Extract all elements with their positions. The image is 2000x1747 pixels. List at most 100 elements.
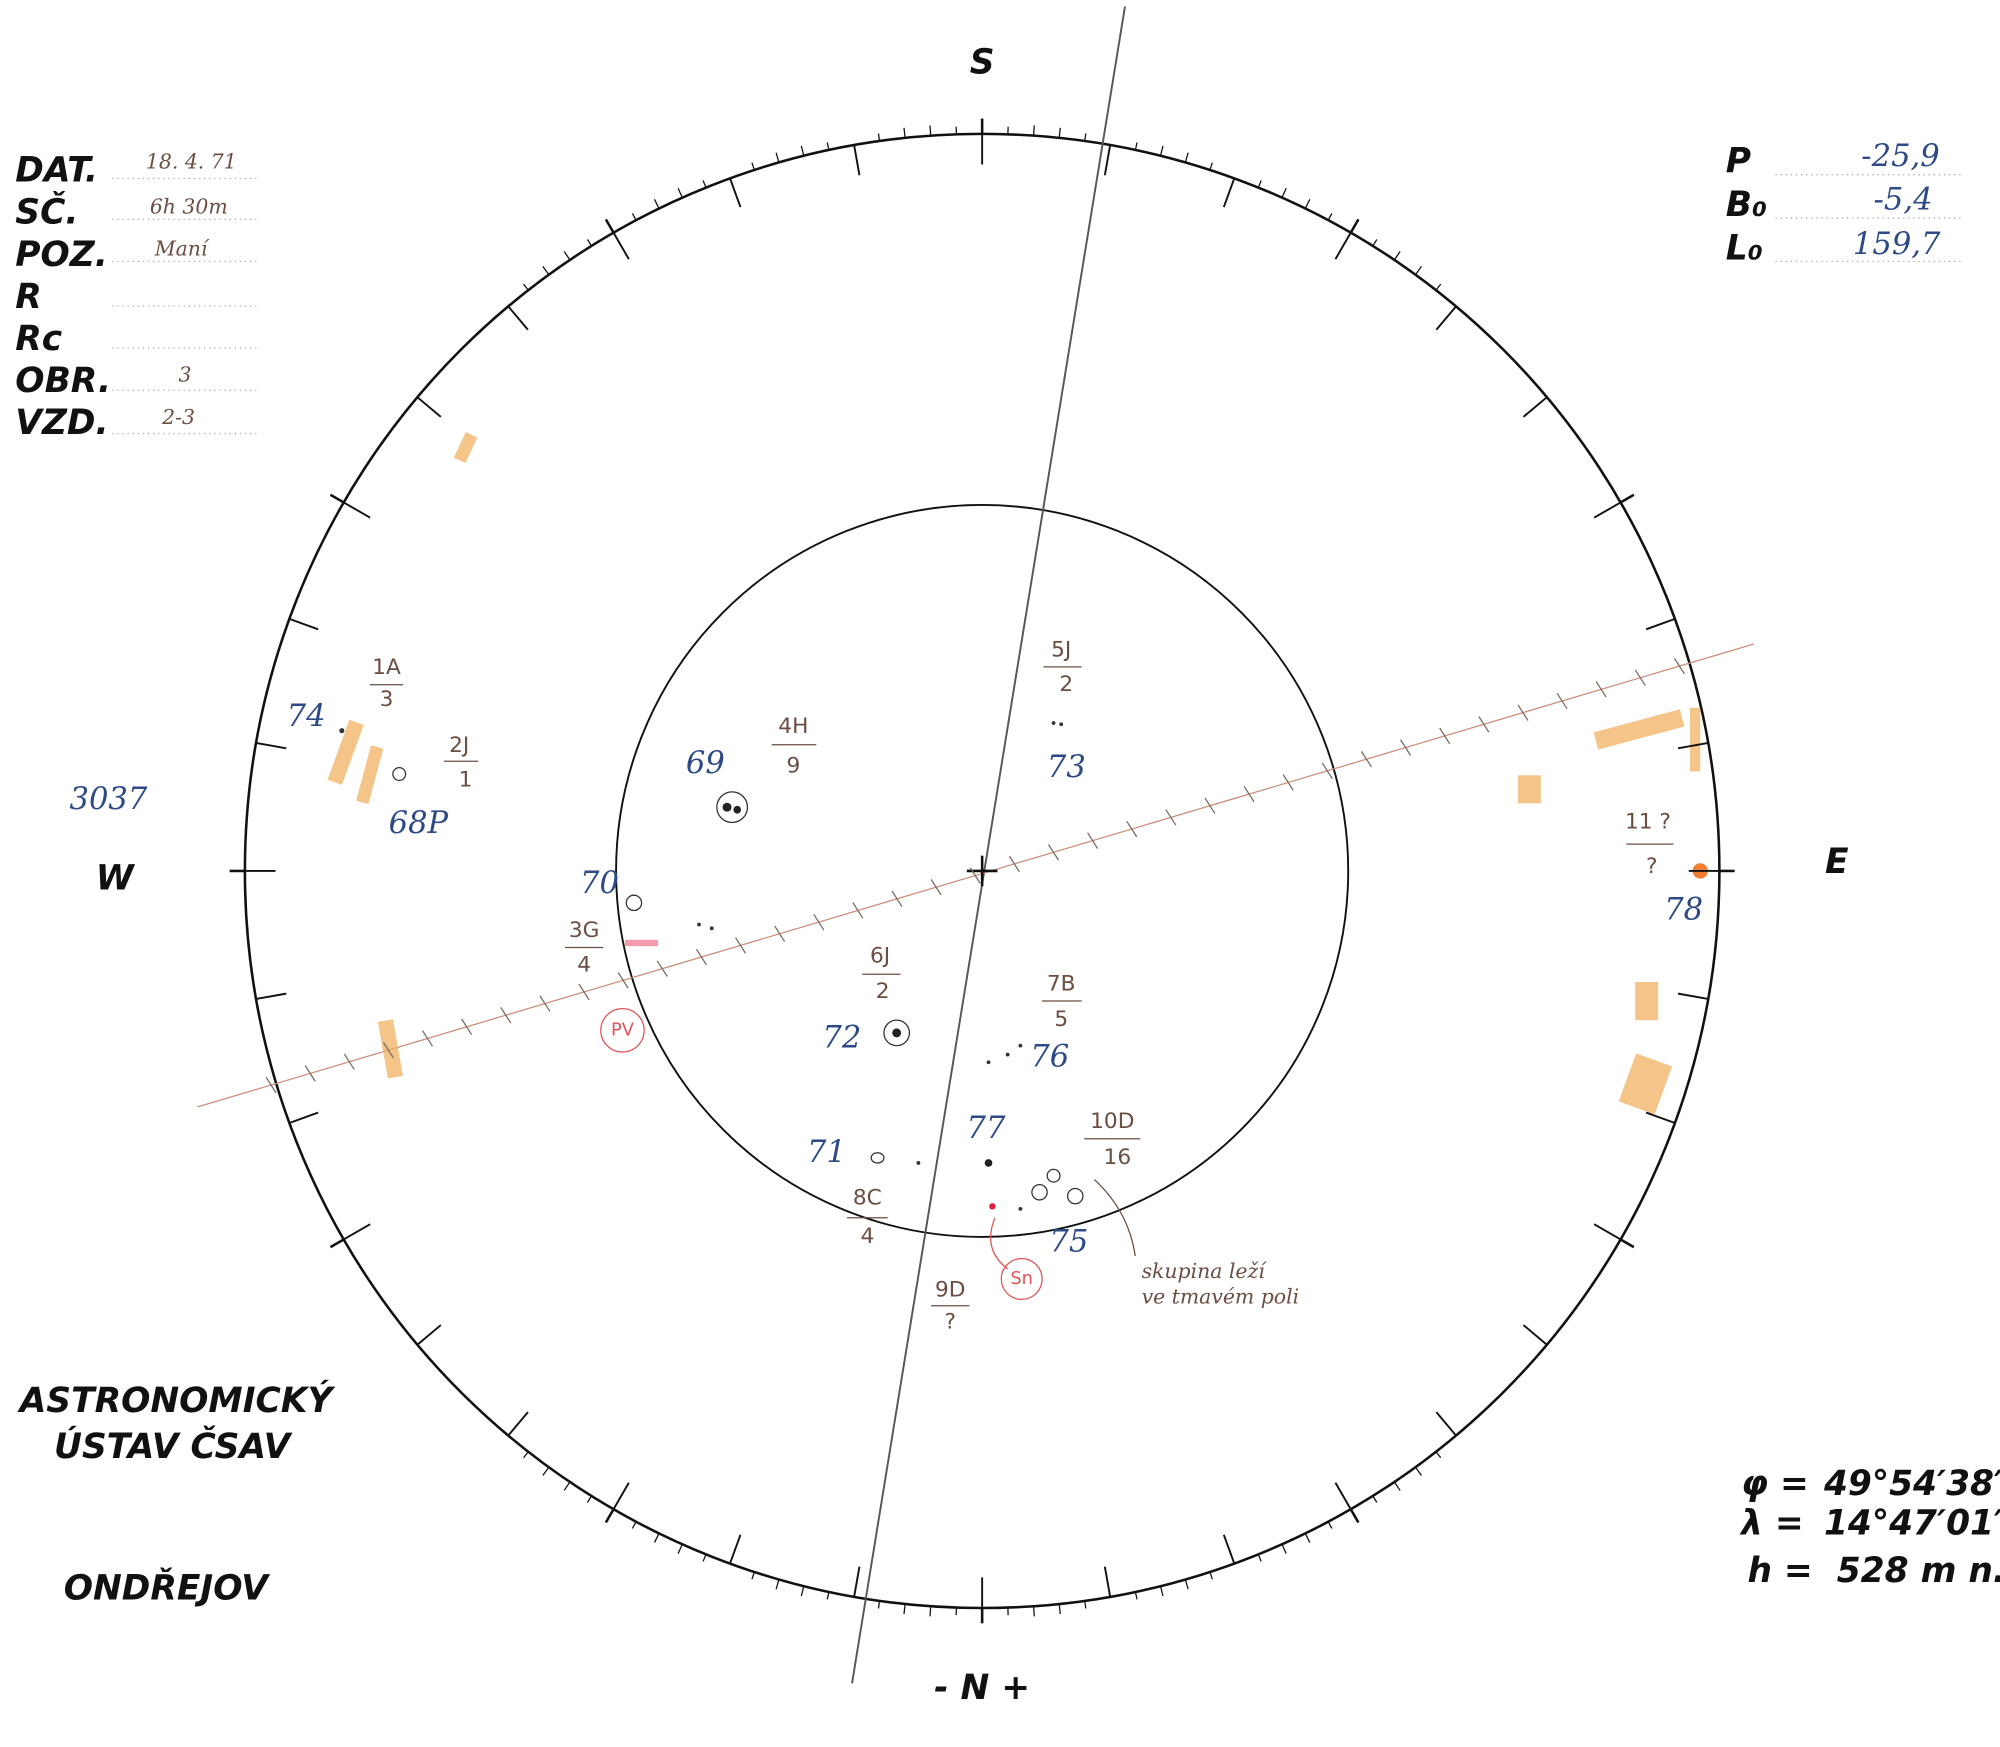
location-symbol: λ = (1739, 1504, 1804, 1544)
field-value: 18. 4. 71 (146, 150, 237, 174)
group-class: 9D (935, 1277, 965, 1302)
rotation-tick (1556, 692, 1568, 710)
group-count: 16 (1104, 1145, 1132, 1170)
rotation-tick (1478, 716, 1490, 733)
tick (612, 1482, 630, 1510)
tick (1222, 178, 1236, 208)
rotation-tick (617, 972, 629, 989)
sunspot-groups: 74 1A 3 68P 2J 1 69 4H 9 73 5J 2 70 3G 4… (287, 637, 1703, 1334)
tick (1435, 1411, 1457, 1437)
rotation-tick (265, 1076, 277, 1094)
tick (929, 125, 932, 136)
header-left: DAT. SČ. POZ. R Rc OBR. VZD. 18. 4. 71 6… (15, 150, 258, 443)
tick (604, 1508, 615, 1524)
tick (1103, 1566, 1112, 1597)
tick (1058, 127, 1061, 138)
field-value: -5,4 (1874, 182, 1933, 217)
facula (377, 1019, 403, 1079)
rotation-tick (1439, 727, 1451, 745)
field-value: 6h 30m (150, 194, 228, 218)
tick (1058, 1603, 1061, 1615)
rotation-tick (461, 1018, 473, 1036)
tick (1327, 213, 1333, 221)
group-count: 3 (380, 687, 394, 712)
tick (677, 188, 683, 198)
spot (1046, 1168, 1061, 1183)
facula (1593, 709, 1685, 750)
annotation: ve tmavém poli (1142, 1285, 1300, 1309)
rotation-tick (774, 925, 786, 942)
group-count: 1 (459, 767, 473, 792)
tick (1159, 145, 1164, 156)
group-number: 76 (1030, 1039, 1069, 1074)
meridian-line (851, 6, 1126, 1684)
group-number: 75 (1049, 1224, 1088, 1259)
field-label: Rc (15, 319, 62, 359)
tick (853, 144, 861, 176)
tick (1084, 133, 1087, 142)
annotation-arrow (990, 1217, 1009, 1270)
compass-label: E (1825, 842, 1849, 882)
tick (1435, 305, 1457, 331)
spot (1005, 1052, 1010, 1057)
tick (1103, 144, 1112, 176)
tick (1159, 1585, 1164, 1597)
group-number: 78 (1664, 893, 1703, 928)
spot (392, 767, 407, 782)
rotation-tick (1673, 657, 1685, 675)
tick (1393, 1481, 1401, 1491)
tick (1349, 1508, 1360, 1524)
group-number: 73 (1047, 750, 1086, 785)
tick (1281, 1544, 1287, 1554)
tick (1372, 1495, 1378, 1503)
tick (1593, 1223, 1622, 1241)
dotted-lines (112, 177, 258, 435)
location-value: 14°47′01″ (1824, 1504, 2000, 1544)
tick (1327, 1521, 1333, 1529)
limb-ticks (229, 118, 1735, 1624)
tick (1281, 188, 1287, 198)
field-label: SČ. (15, 192, 78, 233)
tick (1619, 1238, 1635, 1249)
spot (697, 922, 701, 927)
tick (702, 1554, 707, 1562)
field-value: Maní (154, 236, 210, 260)
group-class: 2J (449, 733, 469, 758)
group-number: 72 (822, 1020, 861, 1055)
tick (877, 1600, 881, 1609)
rotation-tick (1165, 809, 1177, 826)
institution: ONDŘEJOV (64, 1568, 271, 1609)
tick (329, 493, 345, 504)
tick (1677, 742, 1709, 750)
annotation: PV (611, 1019, 635, 1040)
tick (604, 218, 615, 234)
tick (542, 1466, 550, 1476)
rotation-tick (1400, 739, 1412, 756)
group-class: 7B (1047, 971, 1076, 996)
tick (1184, 1579, 1189, 1590)
tick (751, 162, 755, 171)
institution: ASTRONOMICKÝ (17, 1380, 336, 1421)
inner-circle (615, 504, 1350, 1238)
tick (1209, 1571, 1213, 1580)
tick (523, 1451, 529, 1459)
facula (356, 745, 384, 805)
tick (1257, 180, 1262, 188)
group-number: 69 (686, 746, 725, 781)
tick (507, 305, 529, 331)
tick (775, 1579, 780, 1590)
facula (453, 432, 478, 463)
rotation-tick (813, 913, 825, 931)
tick (586, 1495, 593, 1503)
tick (289, 1111, 319, 1124)
tick (1677, 992, 1709, 1000)
tick (586, 239, 593, 247)
tick (1414, 1466, 1422, 1476)
spot (339, 728, 345, 734)
tick (800, 145, 805, 156)
spot (1051, 721, 1056, 725)
facula (1618, 1053, 1673, 1115)
tick (1619, 493, 1635, 504)
spot (1059, 722, 1064, 727)
field-value: 3 (178, 363, 191, 387)
